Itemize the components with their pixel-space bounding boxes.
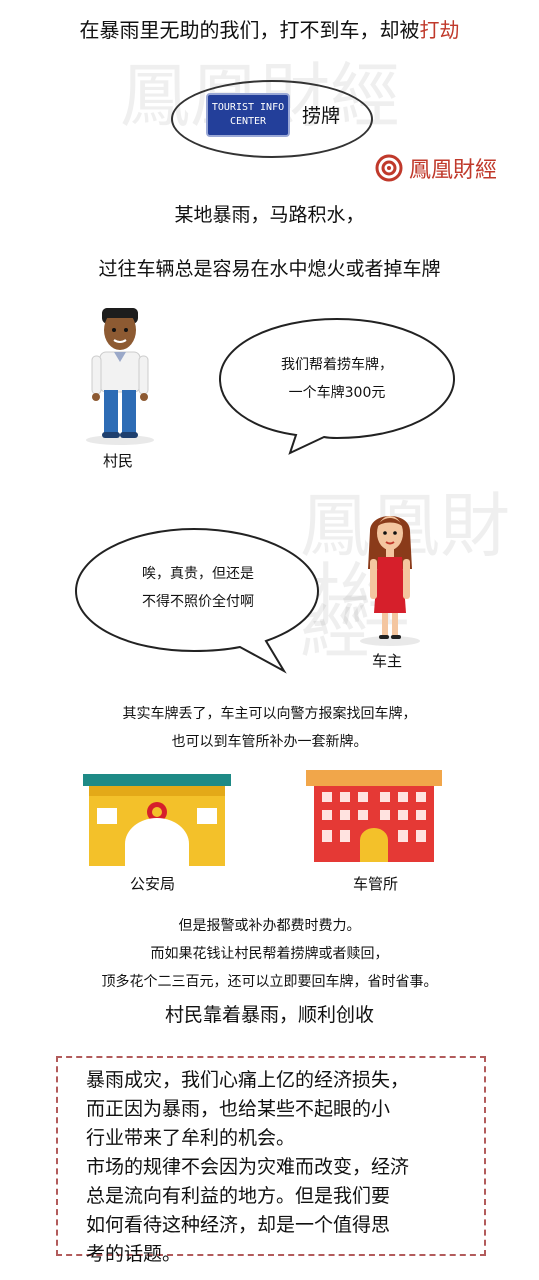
police-station-label: 公安局 [130,875,176,893]
owner-label: 车主 [372,652,403,670]
villager-speech-bubble [218,317,456,455]
owner-bubble-text: 唉，真贵，但还是 不得不照价全付啊 [142,566,254,610]
vehicle-office-label: 车管所 [353,875,399,893]
summary-box [56,1056,486,1256]
brand-logo: 鳳凰財經 [375,152,497,184]
vehicle-office-icon [306,770,442,862]
page-title: 在暴雨里无助的我们，打不到车，却被打劫 [79,18,460,42]
explain-paragraph: 其实车牌丢了，车主可以向警方报案找回车牌， 也可以到车管所补办一套新牌。 [122,706,417,750]
owner-speech-bubble [74,527,320,674]
villager-label: 村民 [103,452,134,470]
police-station-icon [83,774,231,866]
subheading: 村民靠着暴雨，顺利创收 [164,1004,374,1026]
tourist-info-sign: TOURIST INFO CENTER [206,93,290,137]
brand-name: 鳳凰財經 [409,158,498,183]
intro-line-2: 过往车辆总是容易在水中熄火或者掉车牌 [98,258,441,280]
sign-caption: 捞牌 [302,105,341,127]
cost-paragraph: 但是报警或补办都费时费力。 而如果花钱让村民帮着捞牌或者赎回， 顶多花个二三百元… [101,918,438,990]
villager-bubble-text: 我们帮着捞车牌， 一个车牌300元 [281,357,393,401]
car-owner-figure-icon [360,516,420,646]
phoenix-icon [375,154,403,182]
sign-ellipse [171,80,373,158]
summary-text: 暴雨成灾，我们心痛上亿的经济损失， 而正因为暴雨，也给某些不起眼的小 行业带来了… [86,1069,410,1265]
intro-line-1: 某地暴雨，马路积水， [174,204,365,226]
villager-figure-icon [86,308,154,445]
